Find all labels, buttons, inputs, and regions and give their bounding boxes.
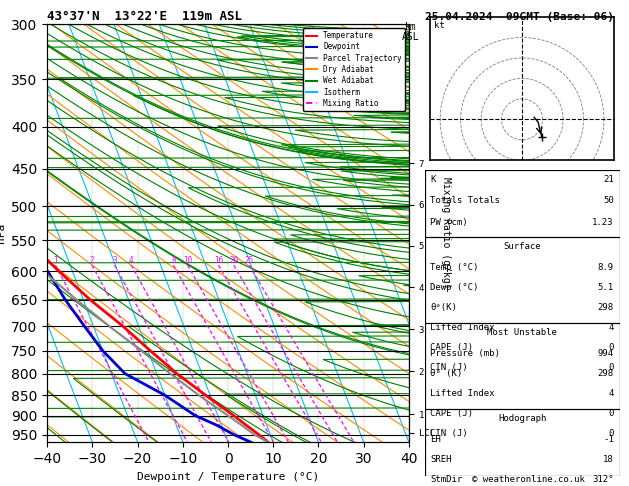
Text: Totals Totals: Totals Totals — [430, 196, 500, 205]
Text: 18: 18 — [603, 455, 614, 464]
Text: SREH: SREH — [430, 455, 452, 464]
Text: CIN (J): CIN (J) — [430, 363, 468, 372]
Y-axis label: Mixing Ratio (g/kg): Mixing Ratio (g/kg) — [442, 177, 452, 289]
Legend: Temperature, Dewpoint, Parcel Trajectory, Dry Adiabat, Wet Adiabat, Isotherm, Mi: Temperature, Dewpoint, Parcel Trajectory… — [303, 28, 405, 111]
Text: 4: 4 — [608, 323, 614, 332]
Text: km
ASL: km ASL — [402, 22, 420, 42]
Text: θᵊ(K): θᵊ(K) — [430, 303, 457, 312]
Bar — [425, 238, 620, 323]
Bar — [425, 323, 620, 409]
Text: θᵊ (K): θᵊ (K) — [430, 369, 463, 378]
Text: 10: 10 — [183, 256, 192, 265]
Text: 2: 2 — [90, 256, 94, 265]
Text: 4: 4 — [129, 256, 133, 265]
Bar — [425, 409, 620, 476]
Text: EH: EH — [430, 435, 441, 444]
Text: Surface: Surface — [503, 242, 541, 251]
Bar — [425, 170, 620, 238]
Text: -1: -1 — [603, 435, 614, 444]
Text: Dewp (°C): Dewp (°C) — [430, 283, 479, 293]
Text: PW (cm): PW (cm) — [430, 218, 468, 226]
Text: 1: 1 — [53, 256, 58, 265]
Text: Most Unstable: Most Unstable — [487, 328, 557, 337]
Text: 0: 0 — [608, 363, 614, 372]
Text: 5.1: 5.1 — [598, 283, 614, 293]
Text: 43°37'N  13°22'E  119m ASL: 43°37'N 13°22'E 119m ASL — [47, 10, 242, 23]
Text: 3: 3 — [113, 256, 117, 265]
Text: 0: 0 — [608, 343, 614, 352]
Text: 21: 21 — [603, 174, 614, 184]
Text: © weatheronline.co.uk: © weatheronline.co.uk — [472, 474, 585, 484]
Text: Temp (°C): Temp (°C) — [430, 263, 479, 273]
Text: CIN (J): CIN (J) — [430, 429, 468, 438]
Text: 4: 4 — [608, 389, 614, 398]
Text: 20: 20 — [229, 256, 238, 265]
Text: 0: 0 — [608, 409, 614, 418]
Text: 16: 16 — [214, 256, 223, 265]
Text: Pressure (mb): Pressure (mb) — [430, 349, 500, 358]
Text: 8.9: 8.9 — [598, 263, 614, 273]
Text: Hodograph: Hodograph — [498, 414, 546, 422]
Text: CAPE (J): CAPE (J) — [430, 409, 474, 418]
Text: Lifted Index: Lifted Index — [430, 323, 495, 332]
Text: Lifted Index: Lifted Index — [430, 389, 495, 398]
Y-axis label: hPa: hPa — [0, 223, 6, 243]
Text: 50: 50 — [603, 196, 614, 205]
Text: 0: 0 — [608, 429, 614, 438]
Text: 298: 298 — [598, 369, 614, 378]
Text: K: K — [430, 174, 436, 184]
Text: kt: kt — [433, 21, 444, 30]
Text: 25: 25 — [245, 256, 254, 265]
X-axis label: Dewpoint / Temperature (°C): Dewpoint / Temperature (°C) — [137, 471, 319, 482]
Text: 8: 8 — [171, 256, 175, 265]
Text: 25.04.2024  09GMT (Base: 06): 25.04.2024 09GMT (Base: 06) — [425, 12, 613, 22]
Text: StmDir: StmDir — [430, 475, 463, 484]
Text: 298: 298 — [598, 303, 614, 312]
Text: CAPE (J): CAPE (J) — [430, 343, 474, 352]
Text: 994: 994 — [598, 349, 614, 358]
Text: 312°: 312° — [593, 475, 614, 484]
Text: 1.23: 1.23 — [593, 218, 614, 226]
